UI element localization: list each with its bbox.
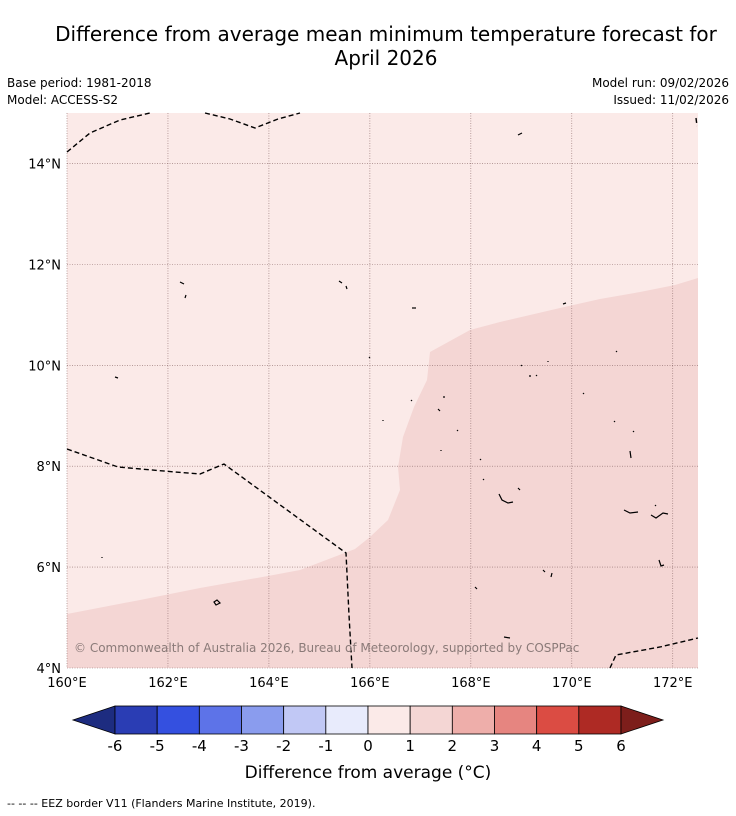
latitude-label: 14°N xyxy=(28,157,61,172)
colorbar-tick-label: 0 xyxy=(363,737,373,755)
longitude-label: 164°E xyxy=(249,676,289,691)
latitude-label: 10°N xyxy=(28,359,61,374)
island xyxy=(382,396,445,421)
map-title-line2: April 2026 xyxy=(334,46,438,70)
colorbar-segment xyxy=(198,705,242,735)
eez-footnote: -- -- -- EEZ border V11 (Flanders Marine… xyxy=(7,797,316,810)
colorbar-segment xyxy=(325,705,369,735)
latitude-label: 6°N xyxy=(37,561,62,576)
colorbar-segment xyxy=(578,705,622,735)
longitude-label: 168°E xyxy=(451,676,491,691)
colorbar-segment xyxy=(114,705,158,735)
latitude-labels: 14°N 12°N 10°N 8°N 6°N 4°N xyxy=(28,157,61,677)
island xyxy=(517,132,523,136)
colorbar-tick-label: -4 xyxy=(192,737,207,755)
colorbar: -6 -5 -4 -3 -2 -1 0 1 2 3 4 5 6 xyxy=(71,705,665,755)
colorbar-tick-label: -5 xyxy=(150,737,165,755)
colorbar-segment xyxy=(283,705,327,735)
longitude-label: 162°E xyxy=(148,676,188,691)
model-info: Base period: 1981-2018 Model: ACCESS-S2 xyxy=(7,75,152,109)
longitude-label: 172°E xyxy=(653,676,693,691)
map-title-line1: Difference from average mean minimum tem… xyxy=(55,22,717,46)
colorbar-tick-label: 1 xyxy=(405,737,415,755)
colorbar-segment xyxy=(241,705,285,735)
island-atoll xyxy=(623,509,669,519)
eez-border-north-2 xyxy=(204,112,301,129)
latitude-label: 8°N xyxy=(37,460,62,475)
island-atoll xyxy=(498,487,521,504)
island xyxy=(114,376,119,379)
colorbar-tick-label: 6 xyxy=(616,737,626,755)
graticule xyxy=(66,113,698,669)
islands xyxy=(101,132,669,639)
colorbar-extend-high xyxy=(620,705,665,735)
colorbar-segment xyxy=(536,705,580,735)
issued-date: Issued: 11/02/2026 xyxy=(613,93,729,107)
model-run: Model run: 09/02/2026 xyxy=(591,76,729,90)
copyright-watermark: © Commonwealth of Australia 2026, Bureau… xyxy=(74,641,579,655)
colorbar-tick-label: -2 xyxy=(276,737,291,755)
latitude-label: 12°N xyxy=(28,258,61,273)
colorbar-segment xyxy=(156,705,200,735)
map-panel: © Commonwealth of Australia 2026, Bureau… xyxy=(66,112,699,669)
longitude-labels: 160°E 162°E 164°E 166°E 168°E 170°E 172°E xyxy=(47,676,692,691)
island xyxy=(338,280,348,290)
region-1-to-2 xyxy=(67,278,698,668)
longitude-label: 160°E xyxy=(47,676,87,691)
base-period: Base period: 1981-2018 xyxy=(7,76,152,90)
run-info: Model run: 09/02/2026 Issued: 11/02/2026 xyxy=(592,75,729,109)
colorbar-tick-label: -3 xyxy=(234,737,249,755)
colorbar-tick-label: -1 xyxy=(318,737,333,755)
island xyxy=(520,350,618,377)
colorbar-tick-label: 3 xyxy=(490,737,500,755)
colorbar-tick-label: 2 xyxy=(448,737,458,755)
longitude-label: 166°E xyxy=(350,676,390,691)
colorbar-tick-label: 4 xyxy=(532,737,542,755)
colorbar-title: Difference from average (°C) xyxy=(244,763,492,783)
colorbar-segment xyxy=(494,705,538,735)
longitude-label: 170°E xyxy=(552,676,592,691)
colorbar-segment xyxy=(409,705,453,735)
island xyxy=(440,429,485,481)
map-title: Difference from average mean minimum tem… xyxy=(0,22,736,70)
island xyxy=(562,302,567,305)
island xyxy=(101,557,553,578)
eez-borders xyxy=(66,112,699,669)
eez-border-northeast xyxy=(695,117,698,127)
model-name: Model: ACCESS-S2 xyxy=(7,93,119,107)
island xyxy=(368,356,371,359)
island xyxy=(179,281,187,299)
latitude-label: 4°N xyxy=(37,662,62,677)
island xyxy=(582,392,635,459)
eez-border-southeast xyxy=(609,637,699,669)
colorbar-tick-label: -6 xyxy=(108,737,123,755)
island xyxy=(474,586,511,639)
colorbar-tick-label: 5 xyxy=(574,737,584,755)
colorbar-extend-low xyxy=(71,705,116,735)
colorbar-segment xyxy=(367,705,411,735)
colorbar-segment xyxy=(451,705,495,735)
island xyxy=(213,599,222,606)
island xyxy=(654,504,665,567)
